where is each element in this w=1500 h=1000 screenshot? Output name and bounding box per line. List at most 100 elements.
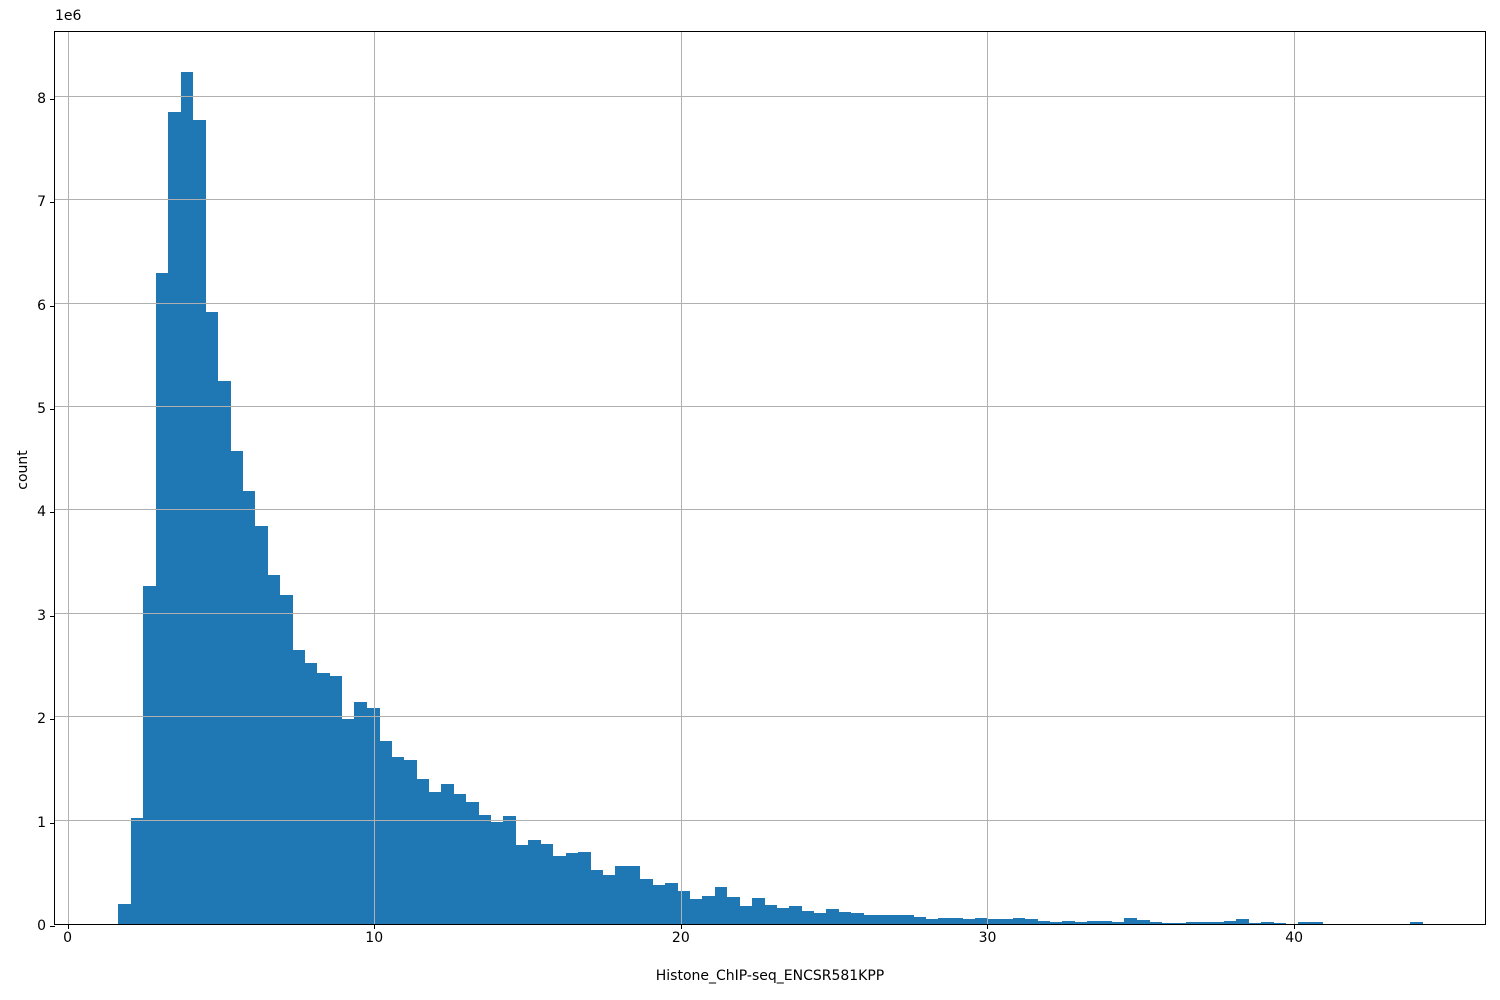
- y-tick-mark: [50, 98, 55, 100]
- histogram-bar: [677, 890, 691, 924]
- histogram-bar: [1236, 918, 1249, 924]
- histogram-bar: [1310, 922, 1324, 924]
- histogram-bar: [1248, 923, 1262, 924]
- histogram-bar: [342, 719, 355, 924]
- histogram-bar: [255, 525, 268, 924]
- histogram-bar: [1261, 921, 1274, 924]
- histogram-bar: [1298, 922, 1311, 924]
- y-tick-label: 7: [37, 194, 46, 211]
- histogram-bar: [1198, 922, 1212, 924]
- histogram-bar: [590, 870, 604, 924]
- histogram-bar: [876, 914, 889, 924]
- histogram-bar: [354, 701, 368, 924]
- histogram-bar: [1000, 918, 1013, 924]
- x-tick-mark: [67, 924, 69, 929]
- axis-ticks: 0 10 20 30 40 0 1 2 3 4 5 6 7 8: [37, 32, 1485, 945]
- gridline-vertical: [987, 32, 989, 924]
- histogram-bar: [416, 779, 430, 924]
- histogram-bar: [1037, 921, 1051, 924]
- histogram-bar: [155, 272, 169, 924]
- histogram-bar: [627, 865, 641, 924]
- histogram-bar: [1136, 919, 1150, 924]
- histogram-bar: [640, 878, 653, 924]
- y-tick-mark: [50, 615, 55, 617]
- histogram-bar: [1062, 921, 1076, 924]
- histogram-bar: [751, 898, 765, 924]
- histogram-bar: [1174, 923, 1187, 924]
- x-tick-label: 0: [63, 930, 73, 946]
- histogram-bar: [664, 882, 678, 924]
- histogram-bar: [987, 919, 1001, 924]
- histogram-bar: [428, 791, 442, 924]
- histogram-bar: [1074, 922, 1088, 924]
- histogram-bar: [230, 451, 243, 924]
- y-tick-label: 1: [37, 814, 46, 831]
- histogram-bar: [478, 815, 492, 924]
- histogram-bar: [789, 906, 802, 924]
- histogram-bar: [192, 119, 206, 924]
- x-tick-label: 20: [671, 930, 690, 946]
- histogram-bar: [540, 844, 554, 924]
- histogram-bar: [528, 840, 542, 924]
- histogram-bar: [168, 112, 181, 924]
- histogram-bar: [1186, 922, 1200, 924]
- x-tick-label: 30: [978, 930, 997, 946]
- histogram-bar: [652, 884, 666, 924]
- histogram-bar: [1124, 918, 1138, 924]
- histogram-bar: [975, 918, 989, 924]
- histogram-bar: [938, 917, 951, 924]
- histogram-bar: [515, 845, 529, 924]
- histogram-bar: [776, 907, 790, 924]
- histogram-bar: [1273, 923, 1287, 924]
- histogram-bar: [404, 759, 417, 924]
- y-axis-offset-label: 1e6: [55, 8, 82, 24]
- histogram-bar: [739, 906, 753, 924]
- histogram-bar: [1025, 918, 1038, 924]
- histogram-bar: [863, 915, 877, 924]
- plot-area: 0 10 20 30 40 0 1 2 3 4 5 6 7 8: [37, 31, 1486, 945]
- y-tick-mark: [50, 202, 55, 204]
- y-tick-label: 4: [37, 504, 46, 521]
- y-tick-mark: [50, 409, 55, 410]
- y-tick-label: 0: [37, 918, 46, 934]
- histogram-bar: [304, 663, 318, 924]
- histogram-bar: [366, 707, 380, 924]
- gridlines: [55, 32, 1485, 924]
- gridline-horizontal: [55, 509, 1485, 511]
- histogram-bar: [913, 916, 926, 924]
- histogram-bar: [379, 740, 392, 924]
- histogram-bar: [801, 910, 815, 924]
- histogram-bar: [391, 756, 405, 924]
- histogram-bar: [292, 650, 306, 924]
- histogram-bar: [441, 784, 455, 924]
- y-tick-mark: [50, 719, 55, 721]
- histogram-bar: [615, 866, 628, 924]
- histogram-bar: [1099, 920, 1113, 924]
- gridline-vertical: [374, 32, 376, 924]
- gridline-horizontal: [55, 819, 1485, 821]
- histogram-bar: [1223, 921, 1237, 924]
- histogram-bar: [888, 914, 902, 924]
- y-tick-mark: [50, 926, 55, 927]
- histogram-bar: [279, 595, 293, 924]
- histogram-bar: [143, 585, 157, 924]
- y-tick-mark: [50, 512, 55, 514]
- x-tick-mark: [1294, 924, 1296, 929]
- histogram-bar: [1049, 922, 1063, 924]
- gridline-horizontal: [55, 199, 1485, 201]
- x-tick-mark: [374, 924, 376, 929]
- histogram-bar: [950, 918, 964, 924]
- histogram-bar: [118, 904, 132, 924]
- histogram-bar: [1012, 918, 1026, 924]
- histogram-bars: [55, 32, 1485, 924]
- y-tick-label: 3: [37, 607, 46, 624]
- gridline-horizontal: [55, 612, 1485, 614]
- histogram-bar: [764, 905, 777, 924]
- y-tick-label: 8: [37, 90, 46, 107]
- histogram-bar: [317, 672, 330, 924]
- histogram-bar: [838, 911, 852, 924]
- histogram-bar: [130, 817, 144, 924]
- histogram-bar: [714, 886, 728, 924]
- x-tick-label: 10: [365, 930, 384, 946]
- y-tick-mark: [50, 822, 55, 824]
